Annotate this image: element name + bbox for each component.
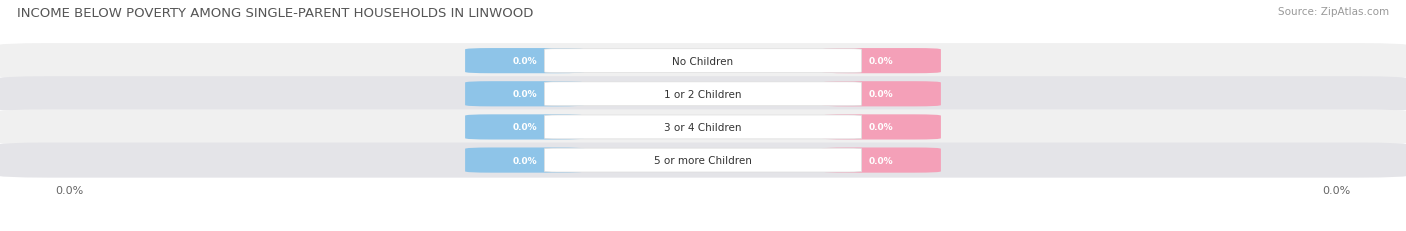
FancyBboxPatch shape [465,82,583,107]
Text: No Children: No Children [672,56,734,66]
Text: 0.0%: 0.0% [869,57,894,66]
Text: 0.0%: 0.0% [869,156,894,165]
FancyBboxPatch shape [465,148,583,173]
Text: 0.0%: 0.0% [1323,185,1351,195]
FancyBboxPatch shape [465,49,583,74]
FancyBboxPatch shape [823,49,941,74]
Text: 0.0%: 0.0% [512,156,537,165]
Text: 0.0%: 0.0% [512,123,537,132]
FancyBboxPatch shape [544,49,862,73]
Text: 0.0%: 0.0% [869,123,894,132]
FancyBboxPatch shape [0,44,1406,79]
Text: 0.0%: 0.0% [512,57,537,66]
FancyBboxPatch shape [544,116,862,139]
Text: INCOME BELOW POVERTY AMONG SINGLE-PARENT HOUSEHOLDS IN LINWOOD: INCOME BELOW POVERTY AMONG SINGLE-PARENT… [17,7,533,20]
FancyBboxPatch shape [544,82,862,106]
FancyBboxPatch shape [465,115,583,140]
FancyBboxPatch shape [0,143,1406,178]
FancyBboxPatch shape [0,110,1406,145]
Text: 3 or 4 Children: 3 or 4 Children [664,122,742,132]
Text: 0.0%: 0.0% [512,90,537,99]
FancyBboxPatch shape [823,82,941,107]
FancyBboxPatch shape [544,149,862,172]
Text: Source: ZipAtlas.com: Source: ZipAtlas.com [1278,7,1389,17]
FancyBboxPatch shape [0,77,1406,112]
Text: 0.0%: 0.0% [55,185,83,195]
Text: 5 or more Children: 5 or more Children [654,155,752,165]
FancyBboxPatch shape [823,148,941,173]
FancyBboxPatch shape [823,115,941,140]
Text: 1 or 2 Children: 1 or 2 Children [664,89,742,99]
Text: 0.0%: 0.0% [869,90,894,99]
